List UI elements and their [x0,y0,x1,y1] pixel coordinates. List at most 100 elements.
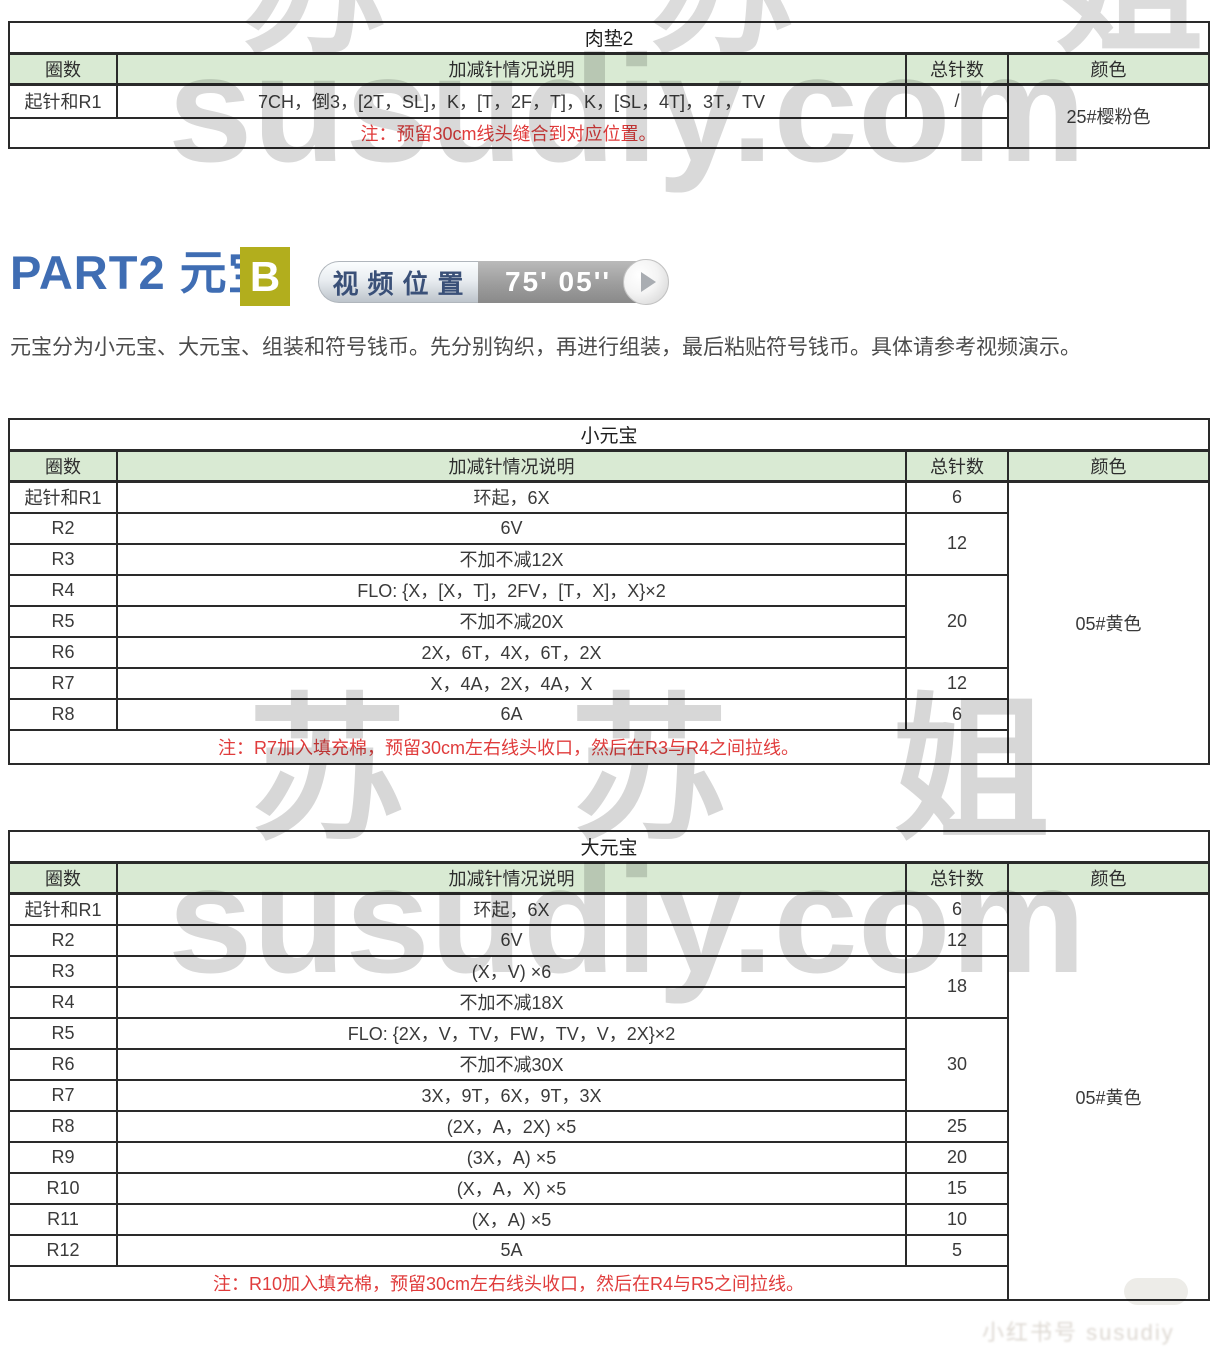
table-row: R7 X，4A，2X，4A，X 12 [8,666,1209,700]
paw-pad-table: 肉垫2 圈数 加减针情况说明 总针数 颜色 起针和R1 7CH，倒3，[2T，S… [7,21,1211,149]
column-header-color: 颜色 [1006,449,1211,483]
table-row: R11 (X，A) ×5 10 [8,1202,1209,1236]
small-yuanbao-table: 小元宝 圈数 加减针情况说明 总针数 颜色 起针和R1 环起，6X 6 05#黄… [7,418,1211,765]
desc-cell: 不加不减18X [116,985,907,1019]
table-row: R8 (2X，A，2X) ×5 25 [8,1109,1209,1143]
column-header-color: 颜色 [1006,861,1211,895]
total-cell: 20 [905,1140,1009,1174]
table-title: 小元宝 [7,418,1211,452]
footer-watermark: 小红书号 susudiy [982,1320,1175,1345]
table-title: 肉垫2 [7,21,1211,55]
note-cell: 注：R7加入填充棉，预留30cm左右线头收口，然后在R3与R4之间拉线。 [8,728,1009,765]
paw-pad-table-wrapper: 肉垫2 圈数 加减针情况说明 总针数 颜色 起针和R1 7CH，倒3，[2T，S… [7,21,1211,149]
column-header-total: 总针数 [905,449,1009,483]
total-cell: 15 [905,1171,1009,1205]
row-label-cell: R7 [8,1078,118,1112]
color-cell: 05#黄色 [1006,892,1211,1301]
desc-cell: 不加不减12X [116,542,907,576]
column-header-desc: 加减针情况说明 [116,52,907,86]
total-cell: / [905,83,1009,119]
large-yuanbao-table-wrapper: 大元宝 圈数 加减针情况说明 总针数 颜色 起针和R1 环起，6X 6 05#黄… [7,830,1211,1301]
total-cell: 20 [905,573,1009,669]
total-cell: 5 [905,1233,1009,1267]
column-header-total: 总针数 [905,52,1009,86]
row-label-cell: R7 [8,666,118,700]
desc-cell: FLO: {2X，V，TV，FW，TV，V，2X}×2 [116,1016,907,1050]
row-label-cell: R11 [8,1202,118,1236]
table-row: R3 不加不减12X [8,542,1209,576]
total-cell: 6 [905,697,1009,731]
row-label-cell: 起针和R1 [8,480,118,514]
row-label-cell: R6 [8,1047,118,1081]
table-row: R5 不加不减20X [8,604,1209,638]
row-label-cell: R10 [8,1171,118,1205]
column-header-desc: 加减针情况说明 [116,861,907,895]
table-row: R6 2X，6T，4X，6T，2X [8,635,1209,669]
table-row: R12 5A 5 [8,1233,1209,1267]
column-header-color: 颜色 [1006,52,1211,86]
desc-cell: FLO: {X，[X，T]，2FV，[T，X]，X}×2 [116,573,907,607]
desc-cell: X，4A，2X，4A，X [116,666,907,700]
desc-cell: (X，A) ×5 [116,1202,907,1236]
row-label-cell: R8 [8,1109,118,1143]
desc-cell: 7CH，倒3，[2T，SL]，K，[T，2F，T]，K，[SL，4T]，3T，T… [116,83,907,119]
total-cell: 12 [905,511,1009,576]
intro-text: 元宝分为小元宝、大元宝、组装和符号钱币。先分别钩织，再进行组装，最后粘贴符号钱币… [10,336,1081,359]
total-cell: 12 [905,666,1009,700]
table-title: 大元宝 [7,830,1211,864]
color-cell: 05#黄色 [1006,480,1211,765]
column-header-round: 圈数 [8,861,118,895]
desc-cell: 5A [116,1233,907,1267]
row-label-cell: R5 [8,1016,118,1050]
desc-cell: 2X，6T，4X，6T，2X [116,635,907,669]
table-row: 注：R10加入填充棉，预留30cm左右线头收口，然后在R4与R5之间拉线。 [8,1264,1209,1301]
desc-cell: 3X，9T，6X，9T，3X [116,1078,907,1112]
desc-cell: (X，V) ×6 [116,954,907,988]
row-label-cell: R9 [8,1140,118,1174]
color-cell: 25#樱粉色 [1006,83,1211,149]
note-cell: 注：预留30cm线头缝合到对应位置。 [8,116,1009,149]
total-cell: 30 [905,1016,1009,1112]
desc-cell: 不加不减30X [116,1047,907,1081]
desc-cell: (3X，A) ×5 [116,1140,907,1174]
row-label-cell: R4 [8,985,118,1019]
table-row: R7 3X，9T，6X，9T，3X [8,1078,1209,1112]
row-label-cell: R12 [8,1233,118,1267]
row-label-cell: R4 [8,573,118,607]
row-label-cell: R3 [8,954,118,988]
total-cell: 18 [905,954,1009,1019]
table-row: R4 不加不减18X [8,985,1209,1019]
note-cell: 注：R10加入填充棉，预留30cm左右线头收口，然后在R4与R5之间拉线。 [8,1264,1009,1301]
total-cell: 25 [905,1109,1009,1143]
desc-cell: 环起，6X [116,480,907,514]
desc-cell: 环起，6X [116,892,907,926]
table-row: R8 6A 6 [8,697,1209,731]
desc-cell: 6V [116,923,907,957]
row-label-cell: R8 [8,697,118,731]
table-row: R4 FLO: {X，[X，T]，2FV，[T，X]，X}×2 20 [8,573,1209,669]
row-label-cell: R5 [8,604,118,638]
table-row: R6 不加不减30X [8,1047,1209,1081]
part2-badge-b: B [240,247,290,306]
play-icon [641,272,656,292]
total-cell: 6 [905,892,1009,926]
table-row: 注：R7加入填充棉，预留30cm左右线头收口，然后在R3与R4之间拉线。 [8,728,1209,765]
small-yuanbao-table-wrapper: 小元宝 圈数 加减针情况说明 总针数 颜色 起针和R1 环起，6X 6 05#黄… [7,418,1211,765]
desc-cell: 6A [116,697,907,731]
row-label-cell: R2 [8,511,118,545]
total-cell: 10 [905,1202,1009,1236]
table-row: R10 (X，A，X) ×5 15 [8,1171,1209,1205]
table-row: 注：预留30cm线头缝合到对应位置。 [8,116,1209,149]
desc-cell: (X，A，X) ×5 [116,1171,907,1205]
table-row: R9 (3X，A) ×5 20 [8,1140,1209,1174]
table-row: 起针和R1 7CH，倒3，[2T，SL]，K，[T，2F，T]，K，[SL，4T… [8,83,1211,149]
column-header-round: 圈数 [8,449,118,483]
row-label-cell: 起针和R1 [8,83,118,119]
table-row: R3 (X，V) ×6 18 [8,954,1209,1019]
large-yuanbao-table: 大元宝 圈数 加减针情况说明 总针数 颜色 起针和R1 环起，6X 6 05#黄… [7,830,1211,1301]
table-row: 起针和R1 环起，6X 6 05#黄色 [8,480,1211,765]
play-button[interactable] [623,259,669,305]
row-label-cell: R2 [8,923,118,957]
row-label-cell: R3 [8,542,118,576]
desc-cell: 不加不减20X [116,604,907,638]
